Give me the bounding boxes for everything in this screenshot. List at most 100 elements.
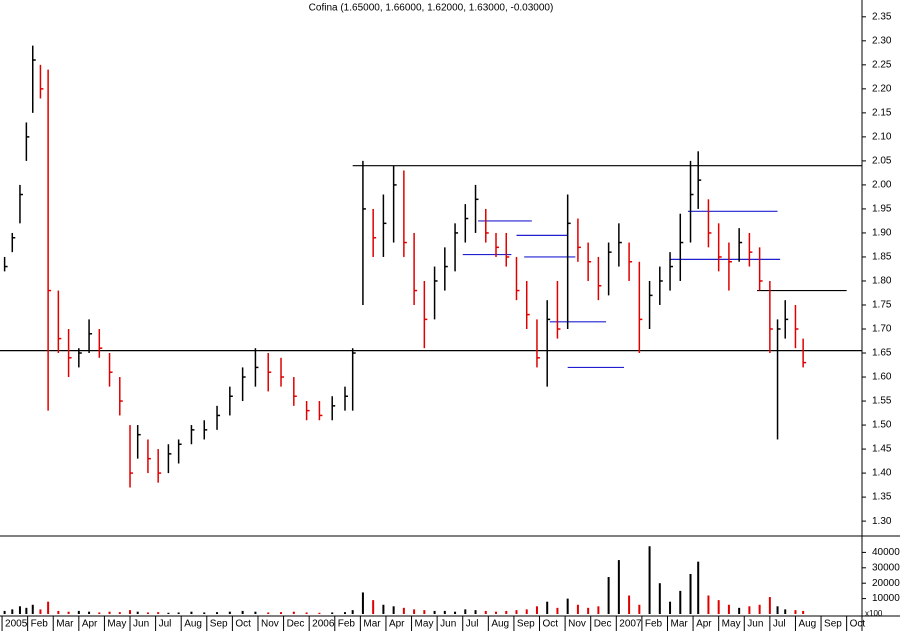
- volume-bar: [628, 595, 631, 614]
- volume-bar: [318, 612, 321, 614]
- volume-bar: [679, 590, 682, 614]
- chart-title: Cofina (1.65000, 1.66000, 1.62000, 1.630…: [309, 3, 554, 14]
- x-tick-label: Oct: [543, 619, 559, 630]
- volume-bar: [228, 611, 231, 614]
- x-tick-label: Apr: [82, 619, 98, 630]
- x-tick-label: Nov: [261, 619, 279, 630]
- volume-bar: [794, 610, 797, 614]
- y-tick-label: 1.95: [872, 204, 892, 215]
- volume-bar: [382, 604, 385, 614]
- x-tick-label: Aug: [798, 619, 816, 630]
- volume-bar: [361, 592, 364, 614]
- volume-bar: [18, 606, 21, 614]
- x-tick-label: 2005: [5, 619, 28, 630]
- volume-bar: [758, 604, 761, 614]
- x-tick-label: Jun: [133, 619, 149, 630]
- volume-bar: [108, 611, 111, 614]
- volume-bar: [177, 612, 180, 614]
- volume-bar: [556, 607, 559, 614]
- volume-bar: [136, 611, 139, 614]
- x-tick-label: May: [415, 619, 434, 630]
- volume-bar: [129, 610, 132, 614]
- volume-unit-label: x100: [865, 609, 883, 618]
- volume-bar: [597, 606, 600, 614]
- volume-bar: [392, 606, 395, 614]
- volume-bar: [727, 604, 730, 614]
- volume-bar: [474, 610, 477, 614]
- volume-tick-label: 20000: [872, 578, 900, 589]
- volume-bar: [697, 561, 700, 614]
- volume-bar: [525, 609, 528, 614]
- x-tick-label: Jul: [773, 619, 786, 630]
- x-tick-label: Mar: [56, 619, 74, 630]
- y-tick-label: 1.35: [872, 492, 892, 503]
- volume-bar: [768, 597, 771, 614]
- volume-bar: [464, 609, 467, 614]
- volume-bar: [216, 612, 219, 614]
- volume-bar: [707, 595, 710, 614]
- x-tick-label: Aug: [184, 619, 202, 630]
- volume-bar: [535, 606, 538, 614]
- volume-bar: [495, 611, 498, 614]
- volume-bar: [280, 612, 283, 614]
- volume-bar: [669, 601, 672, 614]
- x-tick-label: Aug: [491, 619, 509, 630]
- volume-bar: [267, 612, 270, 614]
- x-tick-label: May: [107, 619, 126, 630]
- x-tick-label: Jun: [440, 619, 456, 630]
- x-tick-label: Nov: [568, 619, 586, 630]
- volume-bar: [515, 610, 518, 614]
- x-tick-label: Oct: [235, 619, 251, 630]
- volume-bar: [413, 609, 416, 614]
- volume-bar: [98, 612, 101, 614]
- x-tick-label: Mar: [670, 619, 688, 630]
- volume-bar: [638, 604, 641, 614]
- volume-bar: [433, 610, 436, 614]
- volume-bar: [443, 610, 446, 614]
- volume-bar: [351, 610, 354, 614]
- volume-bar: [157, 612, 160, 614]
- volume-tick-label: 40000: [872, 547, 900, 558]
- y-tick-label: 1.50: [872, 420, 892, 431]
- volume-bar: [566, 598, 569, 614]
- volume-bar: [372, 600, 375, 614]
- volume-bar: [546, 601, 549, 614]
- volume-bar: [689, 573, 692, 614]
- x-tick-label: Dec: [594, 619, 612, 630]
- y-tick-label: 2.25: [872, 59, 892, 70]
- x-tick-label: Oct: [850, 619, 866, 630]
- y-tick-label: 2.30: [872, 35, 892, 46]
- volume-bar: [77, 610, 80, 614]
- x-tick-label: Apr: [389, 619, 405, 630]
- volume-bar: [25, 607, 28, 614]
- volume-bar: [423, 610, 426, 614]
- volume-bar: [607, 577, 610, 614]
- x-tick-label: May: [722, 619, 741, 630]
- y-tick-label: 1.55: [872, 396, 892, 407]
- y-tick-label: 2.15: [872, 108, 892, 119]
- x-tick-label: Mar: [363, 619, 381, 630]
- volume-bar: [57, 610, 60, 614]
- x-tick-label: Jul: [159, 619, 172, 630]
- x-tick-label: Jun: [747, 619, 763, 630]
- x-tick-label: Feb: [31, 619, 49, 630]
- volume-bar: [802, 610, 805, 614]
- x-tick-label: Feb: [338, 619, 356, 630]
- y-tick-label: 1.45: [872, 444, 892, 455]
- volume-bar: [484, 610, 487, 614]
- y-tick-label: 1.85: [872, 252, 892, 263]
- x-tick-label: Apr: [696, 619, 712, 630]
- volume-bar: [648, 546, 651, 614]
- volume-bar: [658, 583, 661, 614]
- volume-bar: [167, 612, 170, 614]
- y-tick-label: 1.30: [872, 516, 892, 527]
- volume-bar: [576, 604, 579, 614]
- y-tick-label: 1.70: [872, 324, 892, 335]
- volume-bar: [190, 611, 193, 614]
- volume-bar: [254, 611, 257, 614]
- volume-bar: [3, 610, 6, 614]
- volume-bar: [241, 610, 244, 614]
- y-tick-label: 2.35: [872, 11, 892, 22]
- y-tick-label: 2.00: [872, 180, 892, 191]
